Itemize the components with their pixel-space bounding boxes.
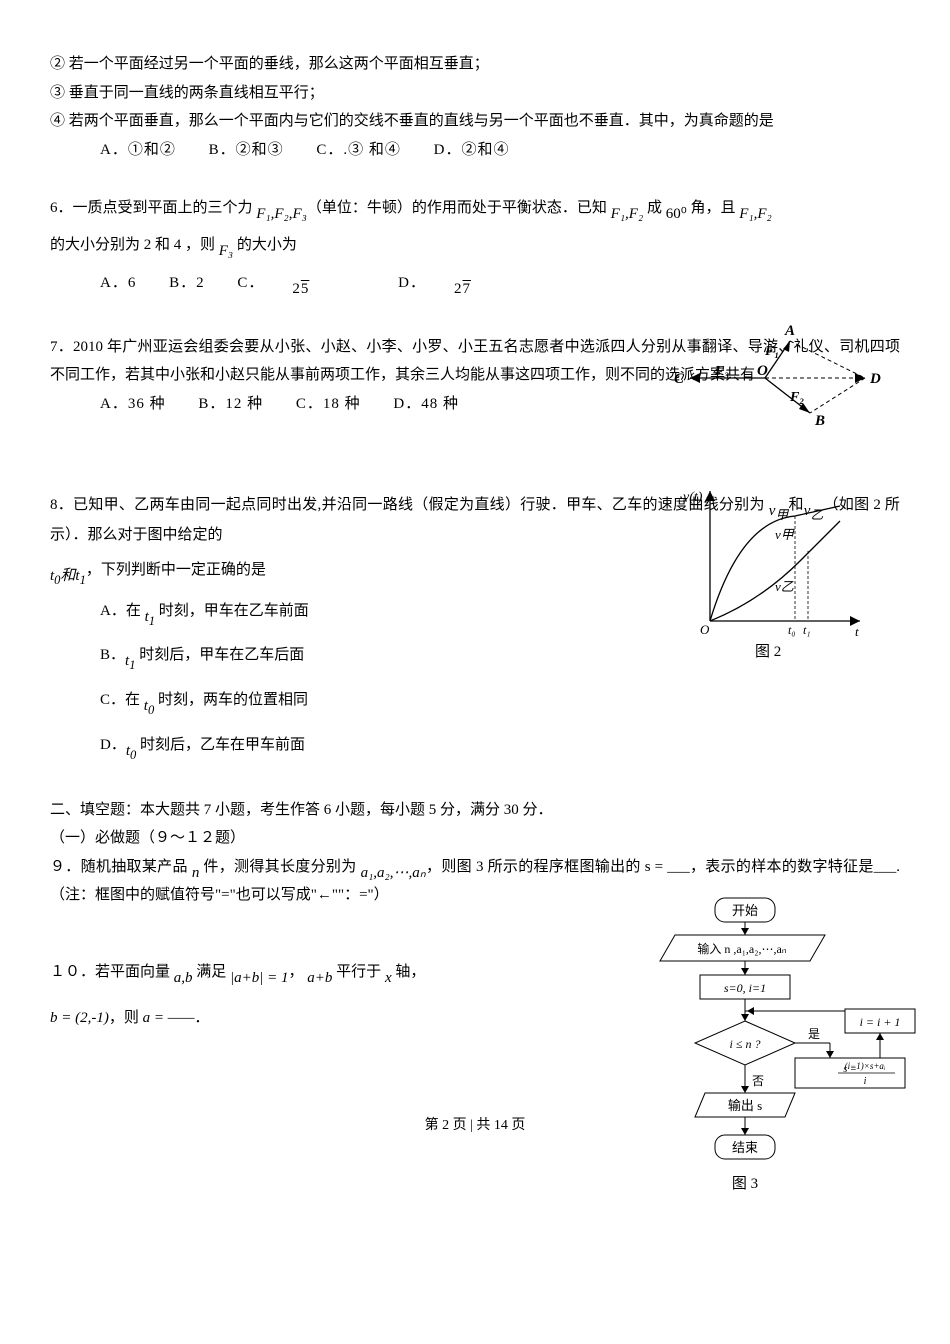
svg-text:A: A xyxy=(784,323,795,339)
q6-optA: A．6 xyxy=(100,275,136,291)
q6-options: A．6 B．2 C．25 D．27 xyxy=(50,269,900,298)
q6-l2b: 的大小为 xyxy=(233,237,297,253)
svg-text:i: i xyxy=(864,1076,867,1087)
q6-line2: 的大小分别为 2 和 4 ，则 F₃ 的大小为 xyxy=(50,231,900,260)
q9-an: a₁,a₂,⋯,aₙ xyxy=(361,865,426,881)
q10: 开始 输入 n ,a₁,a₂,⋯,aₙ s=0, i=1 i ≤ n ? 是 xyxy=(50,958,900,1078)
q6-angle: 60⁰ xyxy=(666,206,687,222)
q6: 6．一质点受到平面上的三个力 F₁,F₂,F₃（单位：牛顿）的作用而处于平衡状态… xyxy=(50,194,900,298)
q7: A D B C O F₁ F₂ F₃ 7．2010 年广州亚运会组委会要从小张、… xyxy=(50,333,900,473)
svg-text:开始: 开始 xyxy=(732,903,758,918)
svg-text:i ≤ n ?: i ≤ n ? xyxy=(730,1037,761,1051)
q7-optC: C．18 种 xyxy=(296,396,361,412)
q5-options: A．①和② B．②和③ C．.③ 和④ D．②和④ xyxy=(50,136,900,165)
q6-l1a: 6．一质点受到平面上的三个力 xyxy=(50,200,256,216)
svg-text:i = i + 1: i = i + 1 xyxy=(860,1015,901,1029)
q6-optD: D．27 xyxy=(398,275,527,291)
q9-n: n xyxy=(192,865,200,881)
svg-text:s=0, i=1: s=0, i=1 xyxy=(724,981,766,995)
q6-l1c: 成 xyxy=(643,200,666,216)
q6-optB: B．2 xyxy=(169,275,205,291)
svg-text:图 2: 图 2 xyxy=(755,643,781,660)
q9-l1a: ９．随机抽取某产品 xyxy=(50,859,192,875)
q5-optD: D．②和④ xyxy=(434,142,510,158)
flowchart-svg: 开始 输入 n ,a₁,a₂,⋯,aₙ s=0, i=1 i ≤ n ? 是 xyxy=(620,893,920,1213)
q10-aeq: a = —— xyxy=(143,1010,195,1026)
q10-l2b: ，则 xyxy=(109,1010,143,1026)
svg-text:v甲: v甲 xyxy=(775,527,795,542)
q5-optB: B．②和③ xyxy=(209,142,284,158)
flowchart-figure: 开始 输入 n ,a₁,a₂,⋯,aₙ s=0, i=1 i ≤ n ? 是 xyxy=(620,893,920,1213)
q6-f123: F₁,F₂,F₃ xyxy=(256,206,307,222)
q5-optC: C．.③ 和④ xyxy=(316,142,401,158)
q6-l1d: 角，且 xyxy=(687,200,740,216)
q8: v(t) v甲 v乙 O t₀ t₁ t 图 2 8．已知甲、乙两车由同一起点同… xyxy=(50,491,900,771)
svg-text:v(t): v(t) xyxy=(683,490,703,505)
svg-text:否: 否 xyxy=(752,1074,764,1088)
q8-oDb: 时刻后，乙车在甲车前面 xyxy=(136,737,305,753)
q5-prop4: ④ 若两个平面垂直，那么一个平面内与它们的交线不垂直的直线与另一个平面也不垂直．… xyxy=(50,107,900,136)
svg-text:t₀: t₀ xyxy=(788,623,796,637)
svg-text:输入 n ,a₁,a₂,⋯,aₙ: 输入 n ,a₁,a₂,⋯,aₙ xyxy=(697,941,786,956)
q10-abs: |a+b| = 1 xyxy=(230,970,289,986)
q6-f12: F₁,F₂ xyxy=(611,206,644,222)
q6-l1b: （单位：牛顿）的作用而处于平衡状态．已知 xyxy=(307,200,611,216)
q10-l2c: ． xyxy=(194,1010,209,1026)
q9-l1b: 件，测得其长度分别为 xyxy=(199,859,360,875)
q6-f3: F₃ xyxy=(219,243,233,259)
svg-text:图 3: 图 3 xyxy=(732,1175,758,1192)
q8-l1: 8．已知甲、乙两车由同一起点同时出发,并沿同一路线（假定为直线）行驶．甲车、乙车… xyxy=(50,497,769,513)
q7-optB: B．12 种 xyxy=(198,396,263,412)
svg-text:C: C xyxy=(674,371,685,387)
q10-l1e: 轴， xyxy=(392,964,426,980)
svg-text:t: t xyxy=(855,624,859,639)
svg-text:D: D xyxy=(869,371,881,387)
q5-prop2: ② 若一个平面经过另一个平面的垂线，那么这两个平面相互垂直； xyxy=(50,50,900,79)
q6-l2a: 的大小分别为 2 和 4 ，则 xyxy=(50,237,219,253)
section2-title: 二、填空题：本大题共 7 小题，考生作答 6 小题，每小题 5 分，满分 30 … xyxy=(50,796,900,825)
q10-l1b: 满足 xyxy=(193,964,231,980)
q10-l1c: ， xyxy=(289,964,304,980)
svg-text:O: O xyxy=(700,622,710,637)
q5-propositions: ② 若一个平面经过另一个平面的垂线，那么这两个平面相互垂直； ③ 垂直于同一直线… xyxy=(50,50,900,164)
q6-optC: C．25 xyxy=(237,275,365,291)
q5-optA: A．①和② xyxy=(100,142,176,158)
section2: 二、填空题：本大题共 7 小题，考生作答 6 小题，每小题 5 分，满分 30 … xyxy=(50,796,900,853)
q7-optA: A．36 种 xyxy=(100,396,166,412)
q10-l1a: １０．若平面向量 xyxy=(50,964,174,980)
q8-oAb: 时刻，甲车在乙车前面 xyxy=(155,603,309,619)
q8-oCb: 时刻，两车的位置相同 xyxy=(154,692,308,708)
q8-oBb: 时刻后，甲车在乙车后面 xyxy=(135,647,304,663)
svg-text:v乙: v乙 xyxy=(775,579,794,594)
section2-sub: （一）必做题（９～１２题） xyxy=(50,824,900,853)
q8-oCa: C．在 xyxy=(100,692,144,708)
q8-optC: C．在 t0 时刻，两车的位置相同 xyxy=(100,686,900,717)
svg-text:(i−1)×s+aᵢ: (i−1)×s+aᵢ xyxy=(845,1061,886,1071)
q6-dP: D． xyxy=(398,275,426,291)
q6-f12b: F₁,F₂ xyxy=(739,206,772,222)
q6-cP: C． xyxy=(237,275,264,291)
svg-text:t₁: t₁ xyxy=(803,623,811,637)
svg-text:F₂: F₂ xyxy=(789,390,804,405)
q8-oAa: A．在 xyxy=(100,603,145,619)
q5-prop3: ③ 垂直于同一直线的两条直线相互平行； xyxy=(50,79,900,108)
q10-ab: a,b xyxy=(174,970,193,986)
q10-l2a: b = (2,-1) xyxy=(50,1010,109,1026)
q10-l1d: 平行于 xyxy=(332,964,385,980)
svg-text:B: B xyxy=(814,413,825,429)
q8-l2: ，下列判断中一定正确的是 xyxy=(86,562,266,578)
q7-figure: A D B C O F₁ F₂ F₃ xyxy=(650,323,900,433)
q10-apb: a+b xyxy=(307,970,332,986)
svg-text:结束: 结束 xyxy=(732,1140,758,1155)
svg-text:F₁: F₁ xyxy=(764,344,779,359)
svg-text:是: 是 xyxy=(808,1027,820,1041)
q7-optD: D．48 种 xyxy=(393,396,459,412)
svg-text:F₃: F₃ xyxy=(714,364,729,379)
q8-optD: D．t0 时刻后，乙车在甲车前面 xyxy=(100,731,900,762)
svg-text:输出 s: 输出 s xyxy=(728,1098,762,1113)
q6-line1: 6．一质点受到平面上的三个力 F₁,F₂,F₃（单位：牛顿）的作用而处于平衡状态… xyxy=(50,194,900,223)
q7-vector-svg: A D B C O F₁ F₂ F₃ xyxy=(650,323,900,433)
q10-x: x xyxy=(385,970,392,986)
svg-text:O: O xyxy=(757,363,768,379)
